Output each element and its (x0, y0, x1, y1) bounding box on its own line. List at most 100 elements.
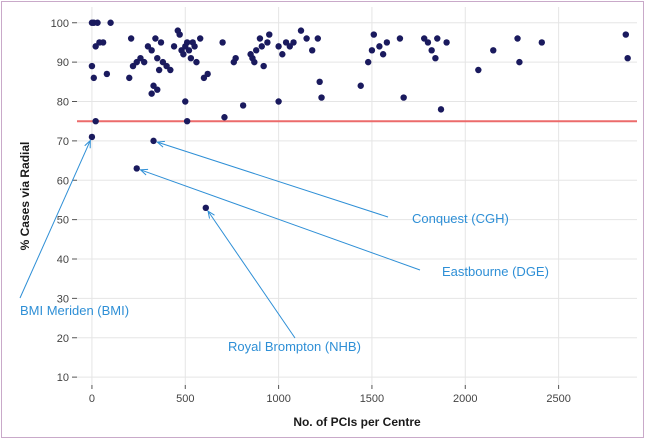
data-point (424, 39, 432, 46)
data-point (88, 133, 96, 141)
data-point (357, 82, 364, 89)
data-point (514, 35, 521, 42)
x-tick-label: 2000 (453, 393, 477, 405)
annotation-label-bmi: BMI Meriden (BMI) (20, 303, 129, 318)
data-point (107, 19, 114, 26)
data-point (428, 47, 435, 54)
data-point (176, 31, 183, 38)
data-point (253, 47, 260, 54)
data-point (316, 78, 323, 86)
y-tick-label: 100 (51, 18, 69, 30)
data-point (490, 47, 497, 54)
data-point (370, 31, 377, 38)
data-point (400, 94, 407, 101)
y-tick-label: 20 (57, 333, 69, 345)
data-point (180, 51, 187, 58)
data-point (279, 51, 286, 58)
data-point (239, 102, 247, 109)
data-point (155, 66, 163, 74)
data-point (157, 39, 165, 46)
data-point (383, 39, 391, 46)
annotation-arrow-bmi (19, 140, 91, 299)
data-point (309, 47, 316, 54)
annotation-arrow-nhb (207, 210, 296, 339)
data-point (219, 39, 226, 46)
annotation-label-cgh: Conquest (CGH) (412, 211, 509, 226)
data-point (624, 54, 631, 62)
data-point (275, 43, 282, 50)
data-point (94, 19, 101, 26)
annotations: BMI Meriden (BMI) Royal Brompton (NHB) C… (19, 139, 549, 354)
data-point (516, 58, 523, 66)
data-point (376, 43, 383, 50)
y-tick-label: 60 (57, 175, 69, 187)
y-tick-label: 90 (57, 57, 69, 69)
data-point (256, 35, 264, 42)
data-point (204, 70, 211, 78)
data-point (379, 51, 387, 58)
y-tick-labels: 10 20 30 40 50 60 70 80 90 100 (51, 18, 77, 384)
x-tick-label: 0 (89, 393, 95, 405)
data-point (92, 117, 99, 125)
data-point (432, 54, 439, 62)
x-tick-labels: 0 500 1000 1500 2000 2500 (89, 385, 571, 405)
data-point (133, 165, 140, 172)
data-point (183, 117, 191, 125)
data-point (365, 58, 372, 66)
data-point (148, 90, 155, 97)
annotation-arrowhead-dge (139, 168, 149, 176)
annotation-arrowhead-bmi (84, 139, 91, 149)
y-axis-title: % Cases via Radial (18, 142, 32, 251)
data-point (221, 114, 228, 121)
data-point (368, 47, 376, 54)
y-tick-label: 30 (57, 293, 69, 305)
annotation-label-dge: Eastbourne (DGE) (442, 264, 549, 279)
annotation-arrow-cgh (157, 141, 389, 218)
data-point (266, 31, 273, 38)
data-point (622, 31, 629, 38)
x-tick-label: 1000 (266, 393, 290, 405)
data-point (126, 74, 133, 82)
data-point (434, 35, 441, 42)
data-point (90, 74, 98, 82)
data-point (154, 54, 161, 62)
data-point (232, 54, 239, 62)
data-point (303, 35, 310, 42)
annotation-arrowhead-cgh (156, 140, 165, 148)
data-point (152, 35, 159, 42)
data-point (318, 94, 325, 101)
data-point (193, 58, 200, 66)
data-point (314, 35, 321, 42)
y-tick-label: 10 (57, 372, 69, 384)
data-point (437, 106, 445, 113)
data-point (127, 35, 135, 42)
annotation-label-nhb: Royal Brompton (NHB) (228, 339, 361, 354)
grid-lines (77, 7, 637, 385)
x-axis-title: No. of PCIs per Centre (293, 415, 421, 429)
data-point (99, 39, 107, 46)
data-point (260, 62, 267, 70)
data-point (197, 35, 204, 42)
data-point (148, 47, 155, 54)
data-point (538, 39, 545, 46)
annotation-arrowhead-nhb (207, 210, 215, 219)
data-point (103, 70, 111, 78)
data-points (88, 19, 631, 212)
y-tick-label: 50 (57, 215, 69, 227)
data-point (185, 47, 193, 54)
data-point (183, 39, 191, 46)
data-point (475, 66, 482, 74)
data-point (258, 43, 265, 50)
y-tick-label: 40 (57, 254, 69, 266)
data-point (191, 43, 198, 50)
x-tick-label: 500 (176, 393, 194, 405)
data-point (88, 62, 96, 70)
x-tick-label: 2500 (546, 393, 570, 405)
annotation-arrow-dge (140, 169, 421, 271)
data-point (167, 66, 174, 74)
data-point (150, 137, 157, 145)
data-point (264, 39, 271, 46)
data-point (251, 58, 258, 66)
